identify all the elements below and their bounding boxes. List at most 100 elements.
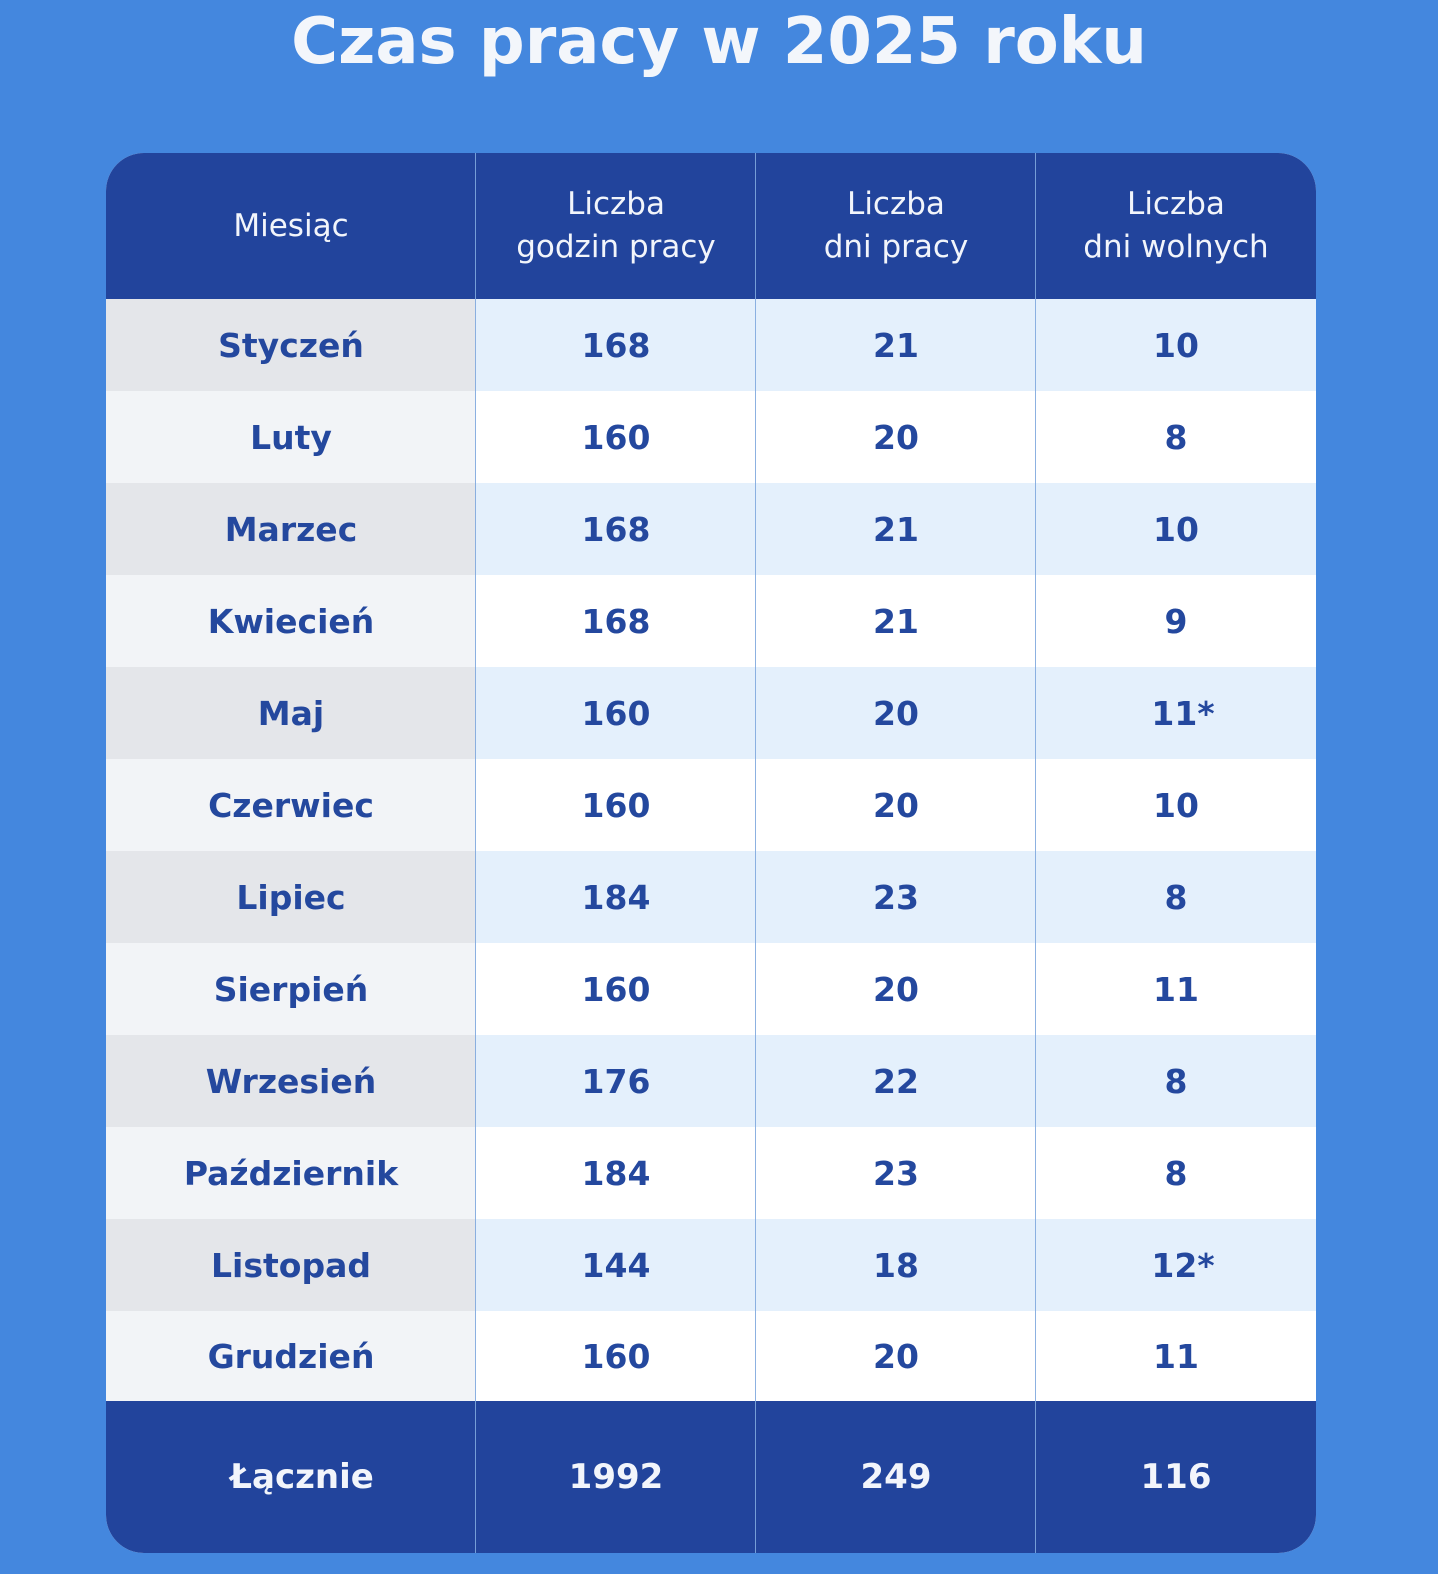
cell-value: Wrzesień xyxy=(205,1061,377,1101)
cell-value: Grudzień xyxy=(207,1336,375,1376)
table-row: Luty 160 20 8 xyxy=(106,391,1316,483)
cell-value: 144 xyxy=(581,1245,651,1285)
cell-value: 168 xyxy=(581,601,651,641)
cell-value: 8 xyxy=(1164,877,1188,917)
table-cell-days-off: 11* xyxy=(1036,667,1316,759)
cell-value: Listopad xyxy=(211,1245,371,1285)
table-cell-hours: 168 xyxy=(476,299,756,391)
table-row: Listopad 144 18 12* xyxy=(106,1219,1316,1311)
cell-value: 160 xyxy=(581,785,651,825)
cell-value: Czerwiec xyxy=(208,785,374,825)
cell-value: 184 xyxy=(581,877,651,917)
header-cell-hours: Liczba godzin pracy xyxy=(516,186,716,265)
cell-value: 21 xyxy=(873,325,919,365)
column-divider xyxy=(1035,153,1036,1553)
table-cell-hours: 160 xyxy=(476,1311,756,1401)
column-divider xyxy=(475,153,476,1553)
table-cell-hours: 160 xyxy=(476,943,756,1035)
table-cell-workdays: 23 xyxy=(756,1127,1036,1219)
table-cell-workdays: 20 xyxy=(756,759,1036,851)
table-cell-month: Lipiec xyxy=(106,851,476,943)
table-cell-month: Luty xyxy=(106,391,476,483)
table-row: Kwiecień 168 21 9 xyxy=(106,575,1316,667)
cell-value: 160 xyxy=(581,417,651,457)
table-cell-days-off: 8 xyxy=(1036,1127,1316,1219)
cell-value: 168 xyxy=(581,509,651,549)
cell-value: 21 xyxy=(873,509,919,549)
table-cell-month: Maj xyxy=(106,667,476,759)
table-cell-month: Czerwiec xyxy=(106,759,476,851)
cell-value: 21 xyxy=(873,601,919,641)
table-cell-workdays: 20 xyxy=(756,391,1036,483)
table-cell-workdays: 23 xyxy=(756,851,1036,943)
table-cell-hours: 160 xyxy=(476,667,756,759)
cell-value: Maj xyxy=(257,693,325,733)
cell-value: 20 xyxy=(873,1336,919,1376)
table-cell-month: Kwiecień xyxy=(106,575,476,667)
cell-value: Październik xyxy=(183,1153,399,1193)
table-cell-month: Marzec xyxy=(106,483,476,575)
cell-value: Kwiecień xyxy=(207,601,375,641)
table-cell-days-off: 8 xyxy=(1036,391,1316,483)
table-row: Sierpień 160 20 11 xyxy=(106,943,1316,1035)
table-cell-month: Grudzień xyxy=(106,1311,476,1401)
table-cell-days-off: 8 xyxy=(1036,1035,1316,1127)
page-title: Czas pracy w 2025 roku xyxy=(291,5,1147,79)
total-cell-label: Łącznie xyxy=(230,1457,374,1497)
table-cell-hours: 160 xyxy=(476,759,756,851)
cell-value: 20 xyxy=(873,417,919,457)
cell-value: 176 xyxy=(581,1061,651,1101)
table-header-row: Miesiąc Liczba godzin pracy Liczba dni p… xyxy=(106,153,1316,299)
cell-value: 10 xyxy=(1153,785,1199,825)
table-cell-days-off: 10 xyxy=(1036,483,1316,575)
table-row: Wrzesień 176 22 8 xyxy=(106,1035,1316,1127)
table-cell-workdays: 18 xyxy=(756,1219,1036,1311)
cell-value: 20 xyxy=(873,693,919,733)
work-time-table: Miesiąc Liczba godzin pracy Liczba dni p… xyxy=(106,153,1316,1553)
table-cell-hours: 184 xyxy=(476,851,756,943)
cell-value: 9 xyxy=(1164,601,1188,641)
cell-value: 168 xyxy=(581,325,651,365)
cell-value: 20 xyxy=(873,785,919,825)
header-cell-days-off: Liczba dni wolnych xyxy=(1083,186,1269,265)
table-cell-days-off: 10 xyxy=(1036,759,1316,851)
table-cell-workdays: 21 xyxy=(756,575,1036,667)
cell-value: 12* xyxy=(1151,1245,1215,1285)
table-cell-workdays: 22 xyxy=(756,1035,1036,1127)
table-row: Grudzień 160 20 11 xyxy=(106,1311,1316,1401)
table-cell-days-off: 10 xyxy=(1036,299,1316,391)
total-cell-days-off: 116 xyxy=(1140,1457,1212,1497)
table-cell-workdays: 20 xyxy=(756,943,1036,1035)
cell-value: 22 xyxy=(873,1061,919,1101)
table-row: Maj 160 20 11* xyxy=(106,667,1316,759)
table-cell-hours: 176 xyxy=(476,1035,756,1127)
cell-value: Luty xyxy=(250,417,332,457)
cell-value: 20 xyxy=(873,969,919,1009)
table-cell-workdays: 20 xyxy=(756,1311,1036,1401)
cell-value: 23 xyxy=(873,877,919,917)
cell-value: Styczeń xyxy=(218,325,364,365)
cell-value: Lipiec xyxy=(236,877,346,917)
cell-value: 11 xyxy=(1153,969,1199,1009)
table-row: Czerwiec 160 20 10 xyxy=(106,759,1316,851)
table-cell-hours: 160 xyxy=(476,391,756,483)
cell-value: 11* xyxy=(1151,693,1215,733)
cell-value: 18 xyxy=(873,1245,919,1285)
cell-value: 10 xyxy=(1153,325,1199,365)
header-cell-month: Miesiąc xyxy=(233,207,349,244)
table-cell-days-off: 9 xyxy=(1036,575,1316,667)
table-row: Styczeń 168 21 10 xyxy=(106,299,1316,391)
table-cell-month: Styczeń xyxy=(106,299,476,391)
cell-value: 8 xyxy=(1164,1061,1188,1101)
cell-value: 160 xyxy=(581,969,651,1009)
column-divider xyxy=(755,153,756,1553)
cell-value: 11 xyxy=(1153,1336,1199,1376)
table-cell-workdays: 21 xyxy=(756,483,1036,575)
table-cell-month: Sierpień xyxy=(106,943,476,1035)
cell-value: 160 xyxy=(581,1336,651,1376)
table-cell-days-off: 11 xyxy=(1036,1311,1316,1401)
total-cell-workdays: 249 xyxy=(860,1457,932,1497)
cell-value: 8 xyxy=(1164,1153,1188,1193)
table-cell-hours: 184 xyxy=(476,1127,756,1219)
cell-value: 10 xyxy=(1153,509,1199,549)
